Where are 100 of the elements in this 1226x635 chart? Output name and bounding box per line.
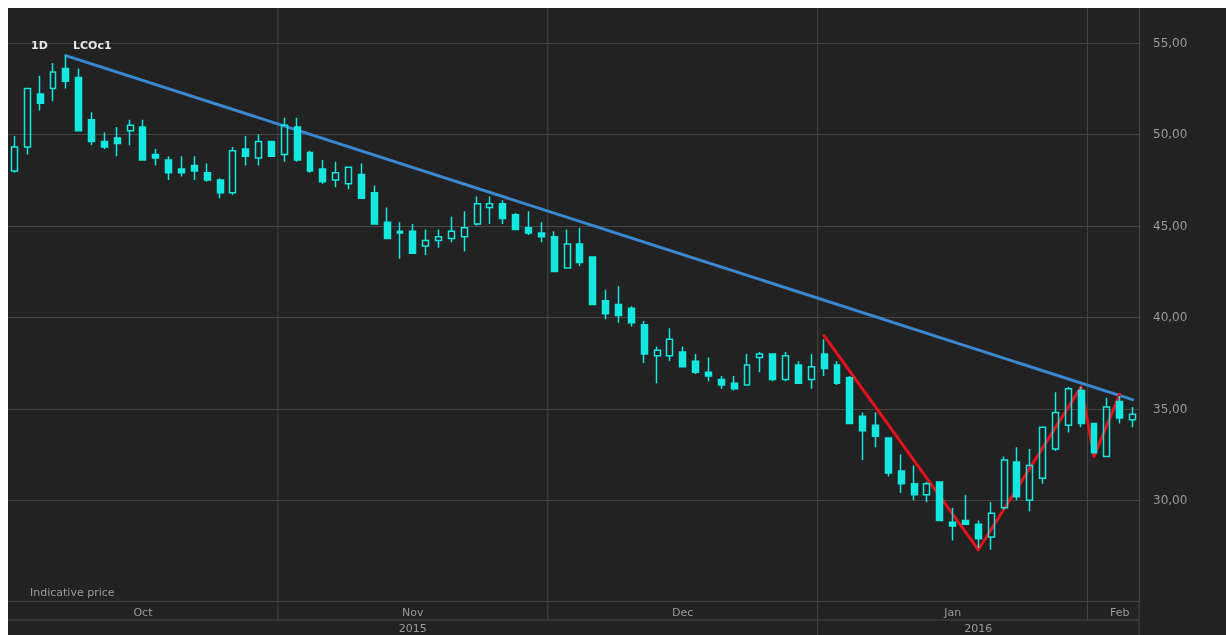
candlestick	[640, 320, 649, 364]
candlestick	[318, 159, 327, 185]
candlestick	[473, 195, 482, 227]
x-tick-label: Jan	[943, 606, 962, 619]
candlestick	[511, 212, 520, 231]
x-tick-label: Feb	[1109, 606, 1130, 619]
candlestick	[447, 215, 456, 244]
x-tick-label: Dec	[672, 606, 694, 619]
candlestick	[396, 221, 404, 260]
candlestick	[370, 184, 379, 225]
candlestick	[485, 195, 494, 225]
candlestick	[241, 135, 250, 167]
candlestick	[755, 351, 764, 373]
text: 2015	[398, 622, 427, 635]
candlestick	[691, 353, 700, 375]
candlestick	[383, 206, 392, 240]
candlestick	[1038, 426, 1047, 485]
candlestick	[807, 353, 816, 390]
candlestick	[280, 117, 289, 163]
candlestick	[678, 345, 687, 368]
candlestick	[434, 228, 443, 249]
text: LCOc1	[73, 39, 112, 52]
candlestick	[87, 111, 96, 147]
candlestick	[910, 464, 919, 502]
candlestick	[460, 210, 469, 253]
candlestick	[1051, 391, 1060, 452]
text: 2016	[964, 622, 993, 635]
candlestick	[550, 230, 559, 273]
candlestick	[922, 481, 931, 503]
candlestick	[190, 155, 199, 181]
y-tick-label: 40,00	[1153, 310, 1188, 325]
candlestick	[293, 117, 302, 163]
candlestick	[717, 375, 726, 390]
candlestick	[151, 148, 160, 167]
candlestick	[1000, 455, 1009, 511]
candlestick	[743, 353, 751, 386]
candlestick	[974, 519, 983, 549]
candlestick	[768, 353, 777, 383]
y-tick-label: 55,00	[1153, 35, 1188, 50]
candlestick	[126, 118, 135, 147]
candlestick	[524, 210, 533, 236]
candlestick	[704, 356, 713, 383]
candlestick	[254, 133, 263, 167]
candlestick	[1090, 422, 1098, 454]
candlestick	[421, 228, 430, 256]
annotation: Indicative price	[30, 585, 115, 599]
candlestick	[845, 375, 854, 425]
candlestick	[36, 74, 45, 112]
candlestick	[614, 285, 623, 324]
candlestick	[653, 345, 662, 384]
candlestick	[1115, 395, 1124, 425]
candlestick	[575, 226, 584, 267]
x-tick-label: Oct	[133, 606, 154, 619]
candlestick	[344, 166, 353, 190]
candlestick	[601, 289, 610, 320]
x-tick-label: Nov	[402, 606, 425, 619]
candlestick	[884, 437, 893, 478]
candlestick	[498, 199, 507, 225]
candlestick	[306, 150, 314, 174]
candlestick	[1128, 406, 1137, 428]
candlestick	[203, 162, 212, 183]
y-tick-label: 30,00	[1153, 493, 1188, 508]
candlestick	[164, 155, 173, 181]
candlestick	[871, 411, 880, 449]
candlestick	[100, 131, 109, 150]
candlestick	[138, 118, 147, 161]
candlestick	[331, 160, 340, 189]
candlestick	[49, 62, 57, 103]
candlestick	[1012, 446, 1021, 502]
candlestick	[23, 87, 32, 156]
candlestick	[665, 327, 674, 362]
candlestick	[1064, 386, 1073, 434]
candlestick	[730, 375, 739, 392]
candlestick	[858, 411, 867, 461]
candlestick	[357, 162, 366, 200]
candlestick	[537, 221, 546, 244]
candlestick	[563, 228, 572, 269]
candlestick	[948, 506, 957, 542]
candlestick	[1102, 397, 1111, 458]
candlestick	[267, 140, 276, 157]
candlestick	[627, 305, 636, 328]
candlestick	[833, 360, 841, 386]
candlestick	[177, 155, 186, 178]
candlestick	[1077, 386, 1086, 428]
candlestick	[820, 338, 829, 377]
candlestick	[228, 146, 237, 196]
text: 1D	[31, 39, 48, 52]
candlestick	[408, 223, 417, 254]
candlestick	[10, 135, 19, 174]
candlestick	[588, 256, 597, 306]
candlestick	[897, 453, 906, 494]
candlestick	[1025, 448, 1034, 513]
candlestick	[794, 360, 803, 384]
candlestick	[113, 126, 122, 157]
y-tick-label: 50,00	[1153, 127, 1188, 142]
candlestick	[961, 494, 970, 525]
candlestick	[781, 351, 790, 383]
y-tick-label: 35,00	[1153, 401, 1188, 416]
candlestick	[987, 501, 996, 551]
y-tick-label: 45,00	[1153, 218, 1188, 233]
